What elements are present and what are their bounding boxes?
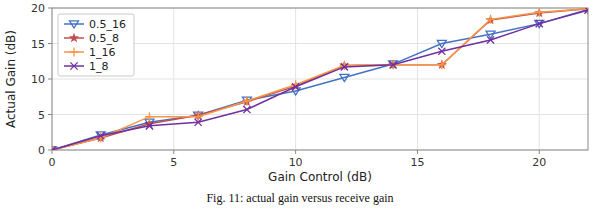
point — [242, 97, 251, 106]
y-axis-label: Actual Gain (dB) — [4, 30, 18, 128]
x-axis-label: Gain Control (dB) — [268, 170, 372, 184]
axes: 0 5 10 15 20 0 5 10 15 20 — [31, 2, 546, 169]
legend-label: 1_16 — [89, 46, 116, 59]
x-tick-label: 10 — [289, 156, 303, 169]
x-tick — [417, 150, 418, 154]
point — [195, 119, 202, 126]
point — [97, 132, 104, 139]
point — [389, 61, 396, 68]
legend-label: 0.5_16 — [89, 18, 126, 31]
plot-frame — [52, 8, 588, 150]
series — [52, 8, 588, 150]
y-tick — [48, 114, 52, 115]
legend-marker — [70, 62, 77, 69]
x-tick-label: 5 — [170, 156, 177, 169]
x-tick — [295, 150, 296, 154]
data — [52, 8, 588, 150]
legend: 0.5_160.5_81_161_8 — [58, 14, 134, 76]
series — [52, 8, 588, 150]
legend-label: 1_8 — [89, 60, 109, 73]
x-tick — [173, 150, 174, 154]
y-tick-label: 0 — [38, 144, 45, 157]
point — [341, 63, 348, 70]
point — [437, 40, 446, 47]
point — [145, 112, 154, 121]
legend-box — [58, 14, 134, 76]
chart: 0 5 10 15 20 0 5 10 15 20 Gain Control (dB) Actual … — [0, 0, 600, 210]
grid — [52, 8, 588, 150]
point — [536, 20, 543, 27]
legend-marker — [70, 48, 79, 57]
x-tick-label: 20 — [532, 156, 546, 169]
grid-line — [52, 114, 588, 115]
x-tick-label: 0 — [49, 156, 56, 169]
point — [535, 8, 544, 17]
line — [52, 9, 588, 150]
y-tick — [48, 79, 52, 80]
point — [486, 15, 495, 24]
point — [534, 8, 544, 17]
point — [243, 106, 250, 113]
point — [584, 8, 588, 14]
y-tick-label: 15 — [31, 38, 45, 51]
point — [52, 146, 56, 150]
point — [437, 60, 446, 69]
y-tick — [48, 8, 52, 9]
series — [52, 8, 588, 150]
line — [52, 9, 588, 150]
point — [242, 96, 252, 106]
y-tick-label: 5 — [38, 109, 45, 122]
point — [146, 122, 153, 129]
line — [52, 10, 588, 150]
y-tick-label: 20 — [31, 2, 45, 15]
y-tick — [48, 150, 52, 151]
legend-label: 0.5_8 — [89, 32, 119, 45]
point — [292, 83, 299, 90]
legend-marker — [70, 21, 79, 28]
point — [438, 48, 445, 55]
line — [52, 9, 588, 150]
legend-marker — [69, 33, 79, 43]
x-tick-label: 15 — [410, 156, 424, 169]
x-tick — [52, 150, 53, 154]
y-tick-label: 10 — [31, 73, 45, 86]
series — [52, 8, 588, 150]
y-tick — [48, 43, 52, 44]
point — [487, 36, 494, 43]
x-tick — [539, 150, 540, 154]
legend-line — [64, 23, 84, 25]
title: Fig. 11: actual gain versus receive gain — [206, 191, 393, 205]
point — [340, 74, 349, 81]
grid-line — [52, 79, 588, 80]
